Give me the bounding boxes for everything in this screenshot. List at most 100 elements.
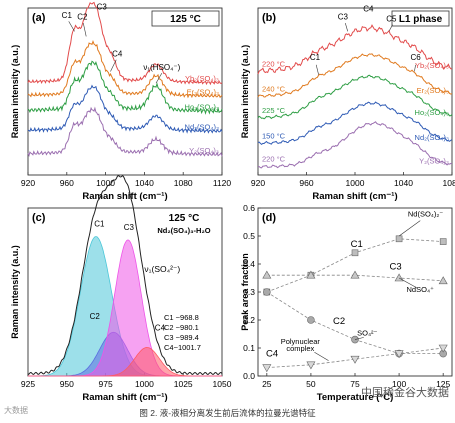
x-axis-label: Raman shift (cm⁻¹)	[312, 191, 397, 202]
panel-a: (a) 920 960 1000 1040 1080 1120 Raman shift (cm…	[10, 1, 232, 202]
x-tick-label: 1080	[443, 178, 455, 188]
data-point-C4	[306, 361, 316, 370]
x-tick-label: 1000	[96, 178, 115, 188]
x-tick-label: 960	[299, 178, 313, 188]
data-point-C3	[306, 270, 316, 279]
peak-leader	[155, 72, 163, 84]
spectrum-line	[27, 106, 223, 157]
y-tick-label: 0.3	[243, 287, 255, 297]
series-label: Yb₂(SO₄)₃	[185, 74, 219, 83]
component-label: C4	[155, 324, 166, 333]
component-area	[28, 239, 222, 377]
peak-label: C4	[363, 4, 374, 13]
x-axis-label: Raman shift (cm⁻¹)	[82, 392, 167, 403]
x-tick-label: 1080	[174, 178, 193, 188]
x-tick-label: 1120	[213, 178, 232, 188]
series-label: Nd₂(SO₄)₃	[415, 133, 449, 142]
panel-d: (d) 25 50 75 100 125 Temperature (°C) Peak area…	[240, 203, 453, 403]
spectrum-line	[27, 40, 223, 99]
component-area	[28, 346, 222, 377]
x-tick-label: 50	[306, 379, 316, 389]
component-label: C3	[124, 223, 135, 232]
x-tick-label: 920	[251, 178, 265, 188]
series-label: Ho₂(SO₄)₃	[415, 108, 449, 117]
series-label: Yb₂(SO₄)₃	[415, 61, 449, 70]
data-point-C4	[350, 355, 360, 364]
annotation-label: SO₄²⁻	[357, 328, 377, 337]
annotation-label: NdSO₄⁺	[407, 285, 434, 294]
x-tick-label: 25	[262, 379, 272, 389]
data-point-C3	[438, 276, 448, 285]
panel-label: (c)	[32, 212, 46, 224]
series-label: Nd₂(SO₄)₃	[185, 123, 219, 132]
x-tick-label: 1000	[346, 178, 365, 188]
data-point-C4	[438, 344, 448, 353]
condition-box	[391, 10, 450, 27]
spectrum-line	[257, 74, 453, 120]
trend-line	[266, 347, 444, 368]
data-point-C2	[307, 316, 315, 324]
annotation-leader	[354, 337, 364, 340]
envelope-line	[27, 175, 223, 376]
x-tick-label: 1000	[135, 379, 154, 389]
peak-leader	[388, 24, 393, 32]
x-tick-label: 975	[99, 379, 113, 389]
trend-line	[266, 274, 444, 282]
annotation-label: C4	[266, 348, 278, 359]
peak-leader	[82, 22, 87, 37]
figure-caption: 图 2. 液-液相分离发生前后流体的拉曼光谱特征	[139, 408, 316, 418]
system-label: Nd₂(SO₄)₃-H₂O	[157, 226, 210, 235]
series-label: Er₂(SO₄)₃	[187, 88, 219, 97]
plot-frame	[27, 7, 223, 176]
condition-label: 125 °C	[169, 213, 200, 224]
condition-label: 125 °C	[170, 14, 201, 25]
x-axis-label: Raman shift (cm⁻¹)	[82, 191, 167, 202]
annotation-label: C3	[389, 262, 401, 273]
annotation-label: Nd(SO₄)₂⁻	[408, 209, 443, 218]
peak-leader	[68, 21, 75, 32]
x-tick-label: 920	[21, 178, 35, 188]
peak-leader	[315, 64, 319, 75]
x-tick-label: 950	[60, 379, 74, 389]
series-label: Ho₂(SO₄)₃	[185, 103, 219, 112]
condition-box	[151, 10, 220, 27]
peak-label: C1	[310, 53, 321, 62]
data-point-C4	[262, 364, 272, 373]
data-point-C4	[394, 350, 404, 359]
data-point-C3	[394, 273, 404, 282]
panel-label: (a)	[32, 12, 46, 24]
fit-legend-entry: C1 ~968.8	[164, 313, 199, 322]
peak-label: ν₁(HSO₄⁻)	[143, 63, 180, 72]
data-point-C3	[350, 270, 360, 279]
condition-label: L1 phase	[399, 14, 443, 25]
temperature-label: 225 °C	[262, 106, 286, 115]
spectrum-line	[27, 60, 223, 115]
panel-b: (b) 920 960 1000 1040 1080 Raman shift (cm⁻¹) R…	[240, 4, 455, 202]
annotation-leader	[398, 277, 417, 289]
data-point-C1	[351, 249, 359, 257]
y-tick-label: 0.0	[243, 371, 255, 381]
series-label: Er₂(SO₄)₃	[417, 86, 449, 95]
data-point-C3	[262, 270, 272, 279]
peak-leader	[345, 22, 349, 32]
x-tick-label: 1025	[174, 379, 193, 389]
peak-label: C5	[386, 14, 397, 23]
y-axis-label: Raman intensity (a.u.)	[10, 245, 20, 339]
x-tick-label: 925	[21, 379, 35, 389]
y-axis-label: Peak area fraction	[240, 253, 250, 331]
band-label: ν₁(SO₄²⁻)	[144, 264, 180, 274]
peak-label: C3	[338, 13, 349, 22]
series-label: Y₂(SO₄)₃	[189, 146, 219, 155]
watermark-right: 中国稀金谷大数据	[361, 387, 449, 399]
spectrum-line	[27, 84, 223, 134]
x-tick-label: 125	[436, 379, 450, 389]
x-tick-label: 960	[60, 178, 74, 188]
fit-legend-entry: C4~1001.7	[164, 343, 201, 352]
spectrum-line	[257, 101, 453, 146]
annotation-leader	[314, 351, 329, 361]
data-point-C1	[439, 238, 447, 245]
annotation-label: complex	[286, 344, 314, 353]
component-label: C1	[94, 219, 105, 228]
y-tick-label: 0.6	[243, 203, 255, 213]
